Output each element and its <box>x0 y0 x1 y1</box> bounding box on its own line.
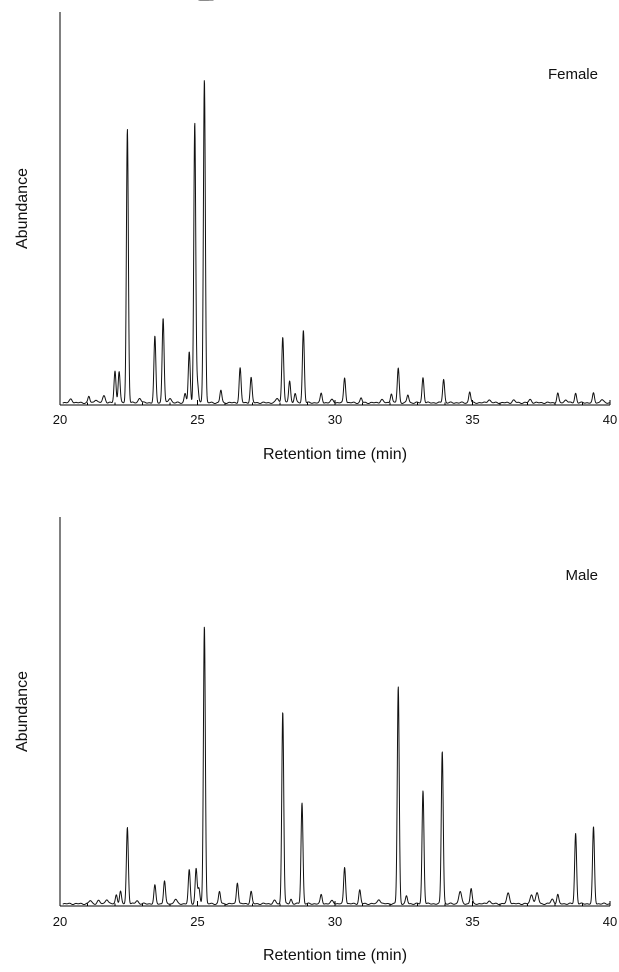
peak-label-17: 17 <box>295 0 307 3</box>
panel-title: Female <box>548 66 598 83</box>
peak-label-4: 4 <box>124 0 130 3</box>
x-tick-label: 20 <box>53 412 67 427</box>
peak-label-15: 15 <box>277 0 289 3</box>
peak-label-5: 5 <box>152 0 158 3</box>
peak-label-21: 21 <box>354 0 366 3</box>
peak-label-13: 13 <box>234 0 246 3</box>
peak-label-2: 2 <box>107 0 113 3</box>
peak-label-11: 11 <box>199 0 210 3</box>
peak-label-23: 23 <box>392 0 404 3</box>
peak-label-18: 18 <box>296 0 308 3</box>
peak-label-6: 6 <box>161 0 167 3</box>
peak-label-28: 28 <box>552 0 564 3</box>
peak-label-12: 12 <box>217 0 229 3</box>
peak-label-12: 12 <box>213 0 225 3</box>
peak-label-3: 3 <box>120 0 126 3</box>
peak-label-2: 2 <box>108 0 114 3</box>
peak-label-8: 8 <box>184 0 190 3</box>
peak-label-14: 14 <box>245 0 257 3</box>
peak-label-13: 13 <box>231 0 243 3</box>
peak-label-9: 9 <box>196 0 202 3</box>
y-axis-title: Abundance <box>14 168 31 249</box>
peak-label-26: 26 <box>436 0 448 3</box>
panel-title: Male <box>565 567 598 584</box>
chromatogram-trace-0 <box>62 80 611 405</box>
peak-label-22: 22 <box>381 0 393 3</box>
peak-label-9: 9 <box>192 0 198 3</box>
peak-label-18: 18 <box>297 0 309 3</box>
peak-label-11: 11 <box>199 0 210 3</box>
peak-label-30: 30 <box>587 0 599 3</box>
y-axis-title: Abundance <box>14 671 31 752</box>
peak-label-1: 1 <box>86 0 92 3</box>
peak-label-5: 5 <box>152 0 158 3</box>
peak-label-25: 25 <box>417 0 429 3</box>
peak-label-3: 3 <box>120 0 126 3</box>
peak-label-29: 29 <box>570 0 582 3</box>
peak-label-28: 28 <box>552 0 564 3</box>
peak-label-27: 27 <box>465 0 477 3</box>
x-tick-label: 35 <box>465 914 479 929</box>
peak-label-27: 27 <box>464 0 476 3</box>
peak-label-24: 24 <box>406 0 418 3</box>
x-tick-label: 30 <box>328 412 342 427</box>
peak-label-25: 25 <box>417 0 429 3</box>
peak-label-6: 6 <box>160 0 166 3</box>
chromatogram-trace-1 <box>62 626 611 906</box>
x-tick-label: 40 <box>603 412 617 427</box>
x-tick-label: 40 <box>603 914 617 929</box>
peak-label-20: 20 <box>339 0 351 3</box>
peak-label-19: 19 <box>315 0 327 3</box>
peak-label-30: 30 <box>587 0 599 3</box>
peak-label-14: 14 <box>245 0 257 3</box>
x-axis-title: Retention time (min) <box>263 446 407 463</box>
peak-label-7: 7 <box>178 0 184 3</box>
x-tick-label: 35 <box>465 412 479 427</box>
peak-label-10: 10 <box>209 0 221 3</box>
peak-label-19: 19 <box>315 0 327 3</box>
x-tick-label: 25 <box>190 914 204 929</box>
x-tick-label: 20 <box>53 914 67 929</box>
peak-label-15: 15 <box>277 0 289 3</box>
x-tick-label: 30 <box>328 914 342 929</box>
peak-label-10: 10 <box>213 0 225 3</box>
peak-label-29: 29 <box>570 0 582 3</box>
x-tick-label: 25 <box>190 412 204 427</box>
peak-label-8: 8 <box>183 0 189 3</box>
peak-label-21: 21 <box>355 0 367 3</box>
peak-label-26: 26 <box>438 0 450 3</box>
peak-label-20: 20 <box>339 0 351 3</box>
x-axis-title: Retention time (min) <box>263 947 407 964</box>
peak-label-16: 16 <box>287 0 299 3</box>
peak-label-16: 16 <box>287 0 299 3</box>
peak-label-4: 4 <box>124 0 130 3</box>
peak-label-24: 24 <box>400 0 412 3</box>
peak-label-23: 23 <box>392 0 404 3</box>
